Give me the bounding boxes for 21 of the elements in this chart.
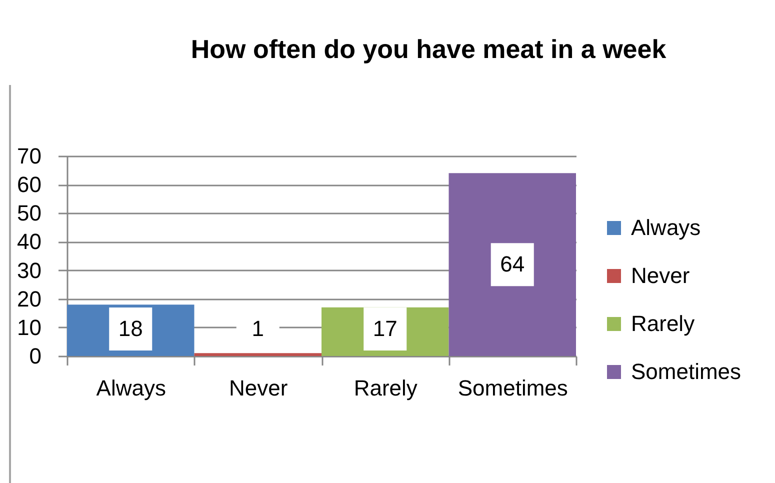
y-tick-label: 20 (17, 286, 42, 312)
y-tick-label: 30 (17, 258, 42, 283)
x-tick-label: Sometimes (458, 376, 568, 400)
data-label: 18 (118, 316, 143, 341)
legend-label: Sometimes (631, 359, 742, 384)
data-label: 17 (372, 316, 398, 341)
y-tick-label: 70 (17, 144, 42, 168)
data-label: 1 (252, 316, 264, 341)
y-tick-label: 50 (17, 200, 42, 226)
x-tick-label: Rarely (354, 376, 418, 400)
y-tick-label: 40 (17, 229, 42, 254)
legend-label: Rarely (631, 311, 695, 336)
y-tick-label: 10 (17, 314, 42, 340)
x-tick-label: Always (96, 376, 166, 400)
y-tick-label: 0 (29, 344, 42, 368)
legend-label: Never (631, 263, 690, 288)
data-label: 64 (500, 252, 525, 277)
y-tick-label: 60 (17, 172, 42, 198)
chart-title: How often do you have meat in a week (190, 34, 667, 64)
x-tick-label: Never (229, 376, 288, 400)
legend-label: Always (631, 215, 701, 240)
